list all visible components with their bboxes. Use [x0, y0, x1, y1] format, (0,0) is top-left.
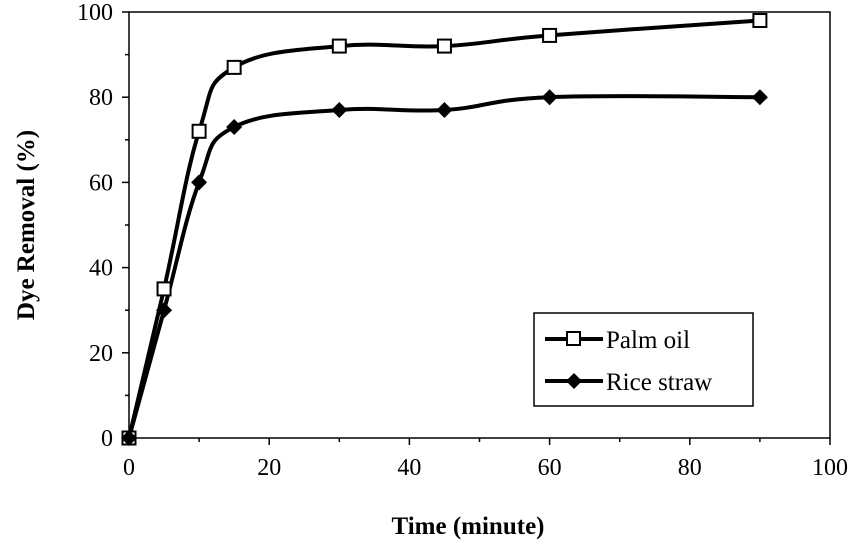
legend-label-palm-oil: Palm oil: [606, 327, 690, 354]
x-tick-label: 80: [678, 455, 702, 481]
legend-marker-palm-oil: [566, 331, 581, 346]
legend-marker-rice-straw: [566, 373, 582, 389]
x-axis-title: Time (minute): [392, 513, 545, 540]
data-point-palm-oil: [226, 59, 242, 75]
data-point-rice-straw: [541, 89, 558, 106]
legend: Palm oil Rice straw: [533, 312, 754, 407]
x-tick-label: 60: [538, 455, 562, 481]
data-point-palm-oil: [542, 27, 558, 43]
x-tick-label: 20: [257, 455, 281, 481]
plot-area: [121, 13, 768, 446]
data-point-rice-straw: [191, 174, 208, 191]
y-tick-label: 20: [89, 341, 113, 367]
y-axis-title: Dye Removal (%): [13, 130, 40, 320]
data-point-palm-oil: [752, 13, 768, 29]
y-tick-label: 100: [77, 0, 113, 26]
axes: 0 20 40 60 80 100 0 20 40 60 80 100: [77, 0, 848, 481]
y-tick-label: 60: [89, 170, 113, 196]
y-tick-label: 0: [101, 426, 113, 452]
legend-box: [533, 312, 754, 407]
data-point-rice-straw: [751, 89, 768, 106]
legend-label-rice-straw: Rice straw: [606, 369, 712, 396]
data-point-palm-oil: [331, 38, 347, 54]
data-point-palm-oil: [191, 123, 207, 139]
data-point-palm-oil: [436, 38, 452, 54]
x-tick-label: 100: [812, 455, 848, 481]
data-point-rice-straw: [331, 101, 348, 118]
x-tick-label: 40: [397, 455, 421, 481]
x-tick-label: 0: [123, 455, 135, 481]
y-tick-label: 80: [89, 85, 113, 111]
data-point-palm-oil: [156, 281, 172, 297]
y-tick-label: 40: [89, 256, 113, 282]
data-point-rice-straw: [156, 302, 173, 319]
data-point-rice-straw: [226, 119, 243, 136]
data-point-rice-straw: [436, 101, 453, 118]
